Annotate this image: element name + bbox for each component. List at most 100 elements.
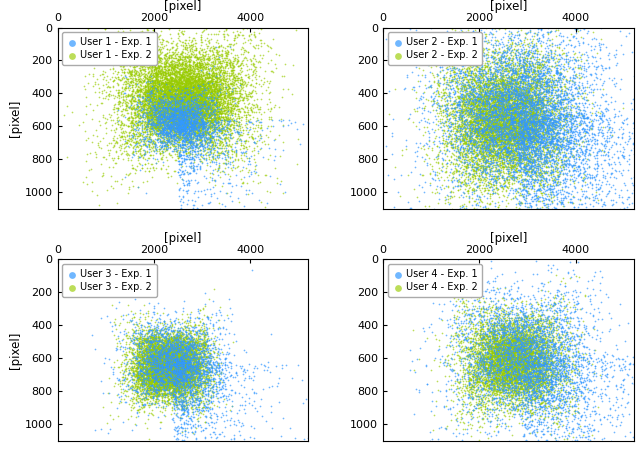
User 3 - Exp. 2 <box>157 362 167 369</box>
User 2 - Exp. 1 <box>542 62 552 69</box>
User 2 - Exp. 2 <box>504 127 514 134</box>
User 2 - Exp. 2 <box>488 98 498 106</box>
User 1 - Exp. 1 <box>168 105 178 112</box>
User 3 - Exp. 2 <box>150 346 160 353</box>
User 1 - Exp. 2 <box>197 75 207 83</box>
User 4 - Exp. 2 <box>510 347 520 354</box>
User 2 - Exp. 2 <box>478 132 488 140</box>
User 2 - Exp. 2 <box>513 83 523 90</box>
User 2 - Exp. 2 <box>514 130 524 138</box>
User 4 - Exp. 1 <box>504 336 514 343</box>
User 1 - Exp. 2 <box>179 135 189 143</box>
User 3 - Exp. 1 <box>203 341 213 348</box>
User 2 - Exp. 1 <box>495 117 506 124</box>
User 4 - Exp. 1 <box>481 389 491 396</box>
User 4 - Exp. 1 <box>486 386 497 394</box>
User 1 - Exp. 2 <box>116 88 126 95</box>
User 3 - Exp. 1 <box>163 358 173 365</box>
User 4 - Exp. 1 <box>509 361 520 368</box>
User 1 - Exp. 2 <box>169 109 179 116</box>
User 2 - Exp. 2 <box>522 129 532 136</box>
User 1 - Exp. 2 <box>172 133 182 140</box>
User 3 - Exp. 2 <box>154 374 164 381</box>
User 4 - Exp. 2 <box>524 360 534 368</box>
User 4 - Exp. 2 <box>509 360 520 367</box>
User 1 - Exp. 2 <box>202 99 212 106</box>
User 1 - Exp. 2 <box>193 103 203 110</box>
User 4 - Exp. 2 <box>512 323 522 330</box>
User 2 - Exp. 1 <box>547 134 557 142</box>
User 4 - Exp. 2 <box>494 357 504 364</box>
User 4 - Exp. 2 <box>501 340 511 347</box>
User 4 - Exp. 2 <box>459 302 469 310</box>
User 1 - Exp. 2 <box>129 65 139 73</box>
User 1 - Exp. 2 <box>192 65 202 73</box>
User 1 - Exp. 2 <box>170 112 180 119</box>
User 2 - Exp. 2 <box>528 112 538 119</box>
User 3 - Exp. 2 <box>191 371 201 378</box>
User 1 - Exp. 1 <box>187 97 197 104</box>
User 4 - Exp. 2 <box>515 331 525 338</box>
User 1 - Exp. 2 <box>179 68 189 75</box>
User 2 - Exp. 1 <box>571 327 581 335</box>
User 3 - Exp. 1 <box>173 332 183 340</box>
User 4 - Exp. 2 <box>484 343 494 351</box>
User 4 - Exp. 2 <box>506 375 516 382</box>
User 4 - Exp. 2 <box>458 357 468 364</box>
User 1 - Exp. 2 <box>179 113 189 120</box>
User 1 - Exp. 2 <box>150 84 160 92</box>
User 4 - Exp. 2 <box>552 414 563 422</box>
User 2 - Exp. 2 <box>481 129 492 136</box>
User 2 - Exp. 2 <box>557 124 568 132</box>
User 2 - Exp. 2 <box>493 130 504 137</box>
User 1 - Exp. 1 <box>155 129 165 136</box>
User 3 - Exp. 2 <box>169 367 179 374</box>
User 4 - Exp. 2 <box>499 351 509 358</box>
User 1 - Exp. 2 <box>183 78 193 85</box>
User 1 - Exp. 2 <box>168 142 178 149</box>
User 1 - Exp. 2 <box>160 84 170 92</box>
User 1 - Exp. 1 <box>241 147 251 154</box>
User 2 - Exp. 1 <box>512 111 522 118</box>
User 3 - Exp. 2 <box>145 350 156 357</box>
User 4 - Exp. 1 <box>498 313 508 321</box>
User 2 - Exp. 1 <box>484 149 494 156</box>
User 2 - Exp. 1 <box>555 62 565 69</box>
User 1 - Exp. 2 <box>209 111 220 118</box>
User 3 - Exp. 2 <box>145 363 156 370</box>
User 4 - Exp. 1 <box>572 448 582 456</box>
User 1 - Exp. 2 <box>195 93 205 101</box>
User 2 - Exp. 2 <box>494 115 504 122</box>
User 3 - Exp. 2 <box>152 356 163 364</box>
User 1 - Exp. 1 <box>152 113 162 120</box>
User 3 - Exp. 2 <box>164 339 175 346</box>
User 1 - Exp. 2 <box>148 97 159 104</box>
User 1 - Exp. 2 <box>229 84 239 92</box>
User 3 - Exp. 2 <box>138 354 148 361</box>
User 2 - Exp. 2 <box>448 159 458 167</box>
User 4 - Exp. 2 <box>511 358 521 365</box>
User 2 - Exp. 1 <box>566 110 577 118</box>
User 1 - Exp. 2 <box>178 116 188 123</box>
User 3 - Exp. 2 <box>176 373 186 381</box>
User 2 - Exp. 1 <box>538 251 548 258</box>
User 3 - Exp. 2 <box>163 370 173 377</box>
User 3 - Exp. 2 <box>162 353 172 361</box>
User 3 - Exp. 1 <box>160 386 170 394</box>
User 2 - Exp. 2 <box>543 135 553 142</box>
User 1 - Exp. 2 <box>218 80 228 87</box>
User 3 - Exp. 2 <box>136 335 146 342</box>
User 2 - Exp. 1 <box>457 132 467 140</box>
User 2 - Exp. 1 <box>541 159 551 166</box>
User 2 - Exp. 1 <box>457 114 467 121</box>
User 4 - Exp. 2 <box>493 374 504 381</box>
User 3 - Exp. 2 <box>131 378 141 386</box>
User 1 - Exp. 1 <box>184 138 195 146</box>
User 2 - Exp. 2 <box>492 149 502 157</box>
User 3 - Exp. 2 <box>159 357 169 364</box>
User 1 - Exp. 2 <box>233 70 243 78</box>
User 2 - Exp. 1 <box>552 136 562 143</box>
User 1 - Exp. 2 <box>118 62 129 70</box>
User 1 - Exp. 2 <box>157 92 167 100</box>
User 1 - Exp. 1 <box>180 133 190 140</box>
